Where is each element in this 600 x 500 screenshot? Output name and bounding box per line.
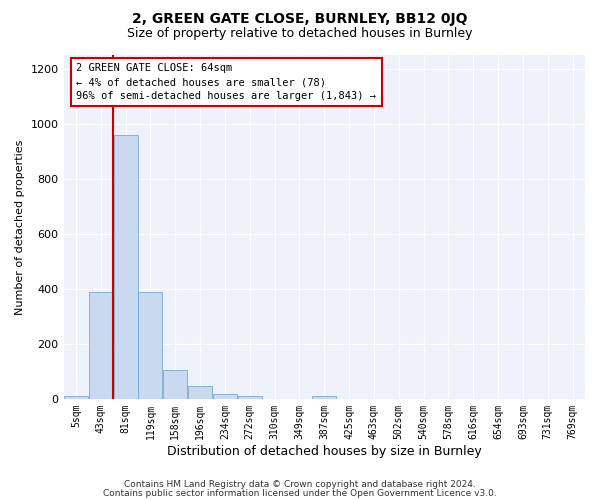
Bar: [64, 396, 88, 399]
Text: Contains public sector information licensed under the Open Government Licence v3: Contains public sector information licen…: [103, 488, 497, 498]
Bar: [213, 394, 237, 399]
Text: 2 GREEN GATE CLOSE: 64sqm
← 4% of detached houses are smaller (78)
96% of semi-d: 2 GREEN GATE CLOSE: 64sqm ← 4% of detach…: [76, 64, 376, 102]
Text: Contains HM Land Registry data © Crown copyright and database right 2024.: Contains HM Land Registry data © Crown c…: [124, 480, 476, 489]
Bar: [312, 396, 337, 399]
Bar: [139, 292, 163, 399]
Bar: [188, 386, 212, 399]
Text: 2, GREEN GATE CLOSE, BURNLEY, BB12 0JQ: 2, GREEN GATE CLOSE, BURNLEY, BB12 0JQ: [132, 12, 468, 26]
Bar: [163, 370, 187, 399]
Bar: [89, 292, 113, 399]
Y-axis label: Number of detached properties: Number of detached properties: [15, 139, 25, 314]
Bar: [113, 135, 137, 399]
X-axis label: Distribution of detached houses by size in Burnley: Distribution of detached houses by size …: [167, 444, 482, 458]
Text: Size of property relative to detached houses in Burnley: Size of property relative to detached ho…: [127, 28, 473, 40]
Bar: [238, 396, 262, 399]
